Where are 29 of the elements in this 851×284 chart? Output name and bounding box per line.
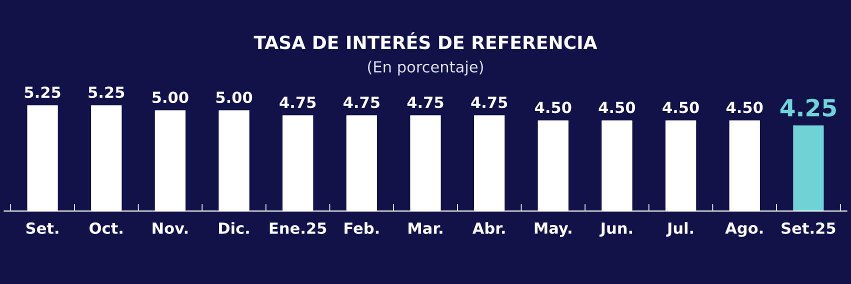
data-label: 5.00 [216, 92, 252, 104]
x-tick-label: Jun. [600, 222, 632, 237]
data-label: 4.50 [534, 102, 572, 114]
data-label: 4.50 [662, 102, 699, 114]
chart-subtitle: (En porcentaje) [368, 60, 483, 76]
data-label: 4.50 [726, 102, 763, 114]
x-tick-label: Set.25 [782, 222, 836, 234]
x-tick-label: Dic. [219, 222, 249, 234]
x-tick-label: Nov. [152, 222, 188, 234]
chart-title: TASA DE INTERÉS DE REFERENCIA [254, 32, 598, 50]
x-tick-label: Oct. [90, 222, 122, 234]
data-label: 4.75 [407, 96, 444, 108]
data-label: 5.00 [152, 92, 188, 104]
data-label: 4.75 [471, 96, 508, 108]
data-label: 5.25 [24, 86, 60, 98]
x-tick-label: Abr. [472, 222, 505, 234]
x-tick-label: Set. [26, 222, 58, 234]
x-tick-label: Mar. [408, 222, 442, 234]
x-tick-label: May. [534, 222, 572, 237]
x-tick-label: Jul. [666, 222, 694, 237]
x-tick-label: Ene.25 [270, 222, 326, 234]
x-tick-label: Ago. [725, 222, 763, 237]
data-label: 4.75 [280, 96, 316, 108]
data-label: 4.75 [344, 96, 380, 108]
bar [793, 125, 824, 212]
data-label: 4.25 [780, 98, 836, 117]
data-label: 5.25 [88, 86, 124, 98]
x-tick-label: Feb. [344, 222, 379, 234]
data-label: 4.50 [598, 102, 636, 114]
